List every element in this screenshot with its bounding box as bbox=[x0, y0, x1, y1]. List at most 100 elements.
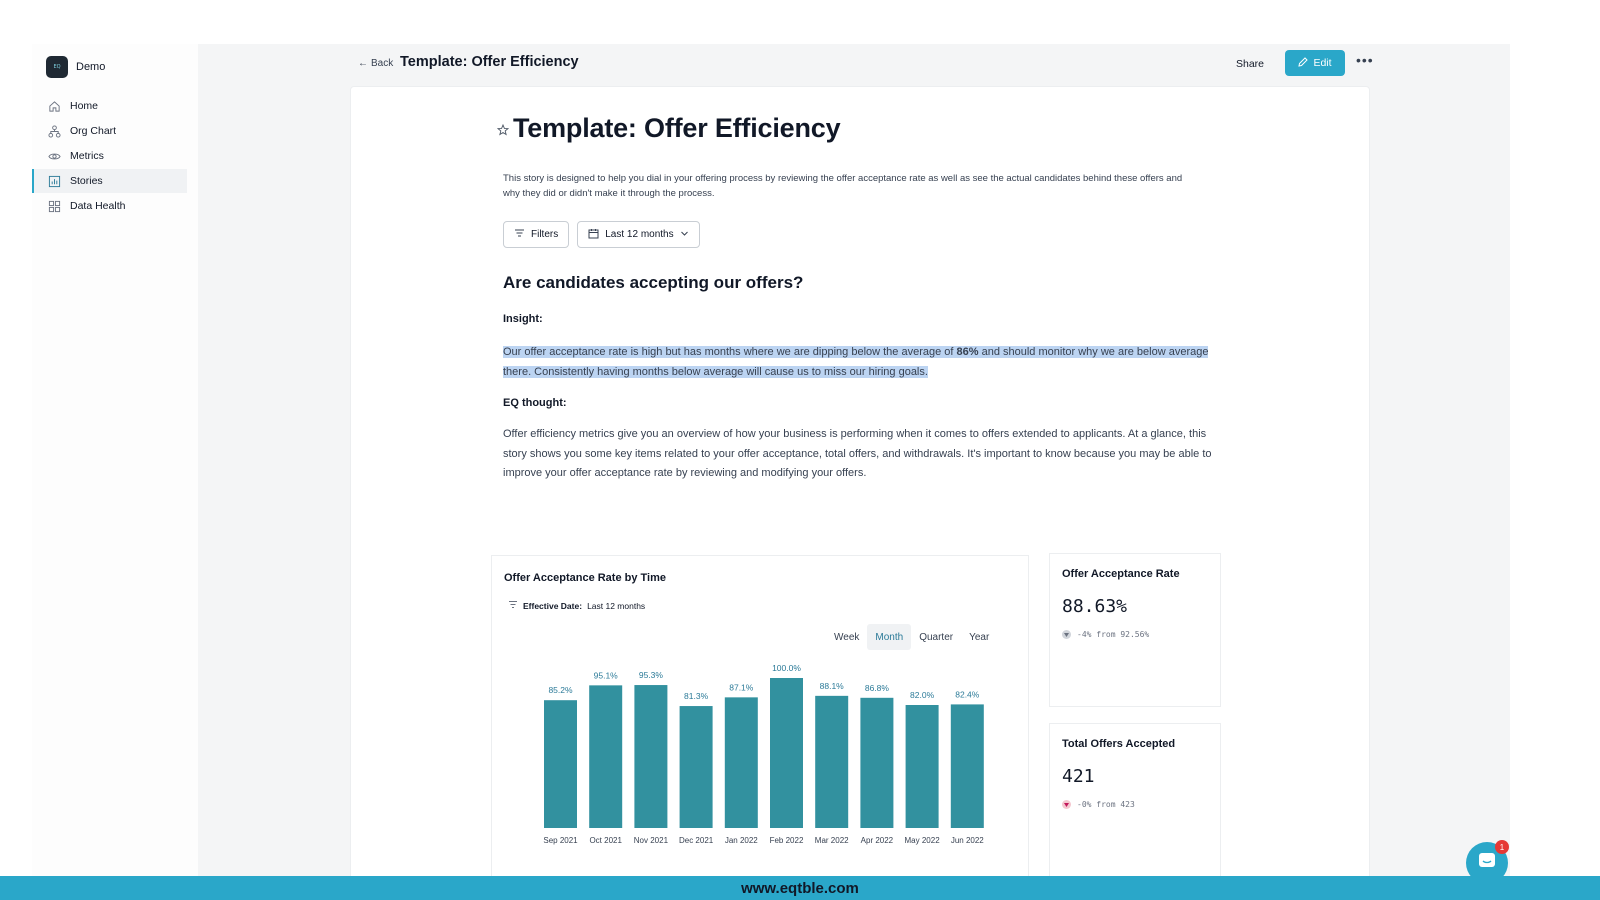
kpi-delta: -4% from 92.56% bbox=[1062, 630, 1149, 639]
topbar: ← Back Template: Offer Efficiency Share … bbox=[198, 44, 1510, 84]
arrow-left-icon: ← bbox=[358, 58, 368, 69]
kpi-delta-text: -4% from 92.56% bbox=[1077, 630, 1150, 639]
bar-mar-2022[interactable] bbox=[815, 695, 849, 828]
bar-nov-2021[interactable] bbox=[634, 685, 668, 828]
bar-jan-2022[interactable] bbox=[724, 697, 758, 828]
edit-label: Edit bbox=[1313, 57, 1332, 69]
bar-jun-2022[interactable] bbox=[950, 704, 984, 828]
data-label: 82.0% bbox=[910, 690, 935, 700]
section-heading: Are candidates accepting our offers? bbox=[503, 273, 804, 292]
eq-thought-label: EQ thought: bbox=[503, 397, 567, 409]
org-chart-icon bbox=[48, 124, 61, 138]
kpi-offer-acceptance-rate[interactable]: Offer Acceptance Rate 88.63% -4% from 92… bbox=[1049, 553, 1221, 707]
insight-label: Insight: bbox=[503, 313, 543, 325]
star-icon[interactable] bbox=[496, 123, 510, 135]
granularity-tabs: Week Month Quarter Year bbox=[826, 624, 997, 650]
effective-date-label: Effective Date: bbox=[523, 600, 583, 611]
back-label: Back bbox=[371, 58, 394, 69]
bar-apr-2022[interactable] bbox=[860, 697, 894, 828]
footer-banner: www.eqtble.com bbox=[0, 876, 1600, 900]
sidebar-item-org-chart[interactable]: Org Chart bbox=[32, 119, 198, 143]
data-label: 81.3% bbox=[684, 691, 709, 701]
tab-week[interactable]: Week bbox=[834, 631, 860, 643]
date-range-select[interactable]: Last 12 months bbox=[577, 221, 700, 248]
insight-average: 86% bbox=[956, 346, 979, 358]
eye-icon bbox=[48, 150, 61, 163]
data-label: 85.2% bbox=[548, 685, 573, 695]
story-title: Template: Offer Efficiency bbox=[513, 113, 841, 143]
x-tick-label: Sep 2021 bbox=[543, 836, 578, 845]
kpi-title: Total Offers Accepted bbox=[1062, 738, 1176, 750]
tab-quarter[interactable]: Quarter bbox=[919, 631, 954, 643]
edit-button[interactable]: Edit bbox=[1285, 50, 1345, 76]
data-label: 95.1% bbox=[594, 670, 619, 680]
eq-thought-text: Offer efficiency metrics give you an ove… bbox=[503, 428, 1212, 479]
insight-text: Our offer acceptance rate is high but ha… bbox=[503, 343, 1213, 382]
chevron-down-icon bbox=[680, 229, 689, 241]
story-description: This story is designed to help you dial … bbox=[503, 173, 1183, 199]
data-label: 100.0% bbox=[772, 663, 801, 673]
sidebar-item-metrics[interactable]: Metrics bbox=[32, 144, 198, 168]
x-tick-label: Jun 2022 bbox=[951, 836, 984, 845]
page-title: Template: Offer Efficiency bbox=[400, 54, 579, 70]
effective-date-filter[interactable]: Effective Date: Last 12 months bbox=[508, 600, 645, 611]
data-label: 87.1% bbox=[729, 682, 754, 692]
data-label: 86.8% bbox=[865, 683, 890, 693]
sidebar-nav: Home Org Chart Metrics Stories Data Heal… bbox=[32, 94, 198, 218]
data-label: 95.3% bbox=[639, 670, 664, 680]
chart-title: Offer Acceptance Rate by Time bbox=[504, 572, 667, 584]
x-tick-label: Jan 2022 bbox=[725, 836, 758, 845]
tab-month[interactable]: Month bbox=[867, 624, 912, 650]
story-title-row: Template: Offer Efficiency bbox=[496, 113, 841, 144]
tab-year[interactable]: Year bbox=[969, 631, 990, 643]
sidebar-item-stories[interactable]: Stories bbox=[32, 169, 187, 193]
home-icon bbox=[48, 100, 61, 113]
kpi-total-offers-accepted[interactable]: Total Offers Accepted 421 -0% from 423 bbox=[1049, 723, 1221, 877]
footer-url[interactable]: www.eqtble.com bbox=[741, 879, 859, 897]
chart-panel: Offer Acceptance Rate by Time Effective … bbox=[491, 555, 1029, 881]
bar-feb-2022[interactable] bbox=[770, 678, 803, 828]
bar-chart-icon bbox=[48, 175, 61, 188]
brand-name: Demo bbox=[76, 61, 106, 73]
story-card: Template: Offer Efficiency This story is… bbox=[350, 86, 1370, 886]
more-options-icon[interactable]: ••• bbox=[1356, 52, 1374, 68]
sidebar-item-label: Data Health bbox=[70, 200, 126, 212]
grid-icon bbox=[48, 200, 61, 213]
bar-oct-2021[interactable] bbox=[589, 685, 623, 828]
data-label: 88.1% bbox=[820, 681, 845, 691]
filters-label: Filters bbox=[531, 229, 559, 240]
x-tick-label: Dec 2021 bbox=[679, 836, 714, 845]
trend-down-icon bbox=[1062, 800, 1071, 809]
effective-date-value: Last 12 months bbox=[587, 600, 646, 611]
sidebar-item-label: Home bbox=[70, 100, 99, 112]
kpi-title: Offer Acceptance Rate bbox=[1062, 568, 1180, 580]
kpi-delta: -0% from 423 bbox=[1062, 800, 1135, 809]
brand[interactable]: EQ Demo bbox=[46, 56, 198, 78]
sidebar: EQ Demo Home Org Chart Metrics Stories bbox=[32, 44, 198, 876]
calendar-icon bbox=[588, 228, 599, 242]
filters-button[interactable]: Filters bbox=[503, 221, 570, 248]
bar-sep-2021[interactable] bbox=[544, 700, 577, 828]
sidebar-item-label: Stories bbox=[70, 175, 103, 187]
sidebar-item-label: Metrics bbox=[70, 150, 104, 162]
x-tick-label: May 2022 bbox=[905, 836, 941, 845]
offer-acceptance-bar-chart: 85.2% Sep 2021 95.1% Oct 2021 95.3% Nov 2021 8… bbox=[543, 663, 984, 845]
share-button[interactable]: Share bbox=[1236, 58, 1265, 70]
kpi-value: 421 bbox=[1062, 766, 1095, 787]
bar-dec-2021[interactable] bbox=[679, 706, 713, 828]
kpi-value: 88.63% bbox=[1062, 596, 1128, 617]
x-tick-label: Oct 2021 bbox=[589, 836, 622, 845]
chat-icon bbox=[1477, 851, 1497, 876]
back-button[interactable]: ← Back bbox=[358, 58, 393, 69]
brand-logo: EQ bbox=[46, 56, 68, 78]
insight-text-part: Our offer acceptance rate is high but ha… bbox=[503, 346, 957, 358]
sidebar-item-home[interactable]: Home bbox=[32, 94, 198, 118]
sidebar-item-label: Org Chart bbox=[70, 125, 117, 137]
x-tick-label: Mar 2022 bbox=[815, 836, 849, 845]
filter-icon bbox=[514, 228, 525, 241]
data-label: 82.4% bbox=[955, 689, 980, 699]
bar-may-2022[interactable] bbox=[905, 705, 939, 828]
kpi-delta-text: -0% from 423 bbox=[1077, 800, 1135, 809]
sidebar-item-data-health[interactable]: Data Health bbox=[32, 194, 198, 218]
filters-row: Filters Last 12 months bbox=[503, 221, 700, 248]
